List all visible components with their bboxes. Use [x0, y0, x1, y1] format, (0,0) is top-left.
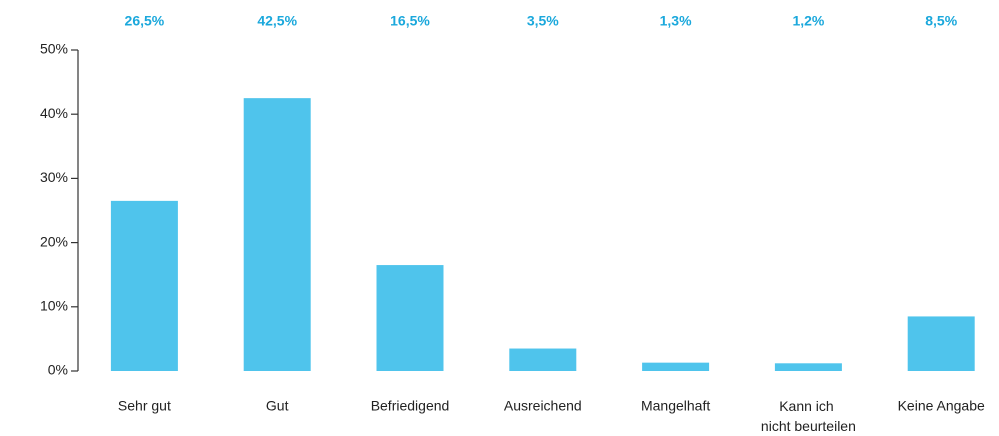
value-label: 1,3% — [660, 13, 692, 29]
bar — [110, 200, 178, 371]
y-tick-label: 20% — [40, 233, 68, 249]
bar — [642, 362, 710, 371]
value-label: 3,5% — [527, 13, 559, 29]
value-label: 42,5% — [257, 13, 297, 29]
x-tick-label: Ausreichend — [504, 398, 582, 414]
y-tick-label: 10% — [40, 298, 68, 314]
x-tick-label: Gut — [266, 398, 289, 414]
y-tick-label: 50% — [40, 41, 68, 57]
bar — [243, 98, 311, 372]
y-tick-label: 40% — [40, 105, 68, 121]
value-label: 1,2% — [792, 13, 824, 29]
x-tick-label: Kann ich nicht beurteilen — [761, 398, 856, 434]
value-label: 26,5% — [125, 13, 165, 29]
x-tick-label: Sehr gut — [118, 398, 171, 414]
value-label: 8,5% — [925, 13, 957, 29]
bar — [376, 265, 444, 371]
y-tick-label: 30% — [40, 169, 68, 185]
value-label: 16,5% — [390, 13, 430, 29]
x-tick-label: Keine Angabe — [898, 398, 985, 414]
y-tick-label: 0% — [48, 362, 68, 378]
x-tick-label: Befriedigend — [371, 398, 450, 414]
x-tick-label: Mangelhaft — [641, 398, 710, 414]
bar — [509, 348, 577, 371]
bar — [774, 363, 842, 371]
bar — [907, 316, 975, 371]
